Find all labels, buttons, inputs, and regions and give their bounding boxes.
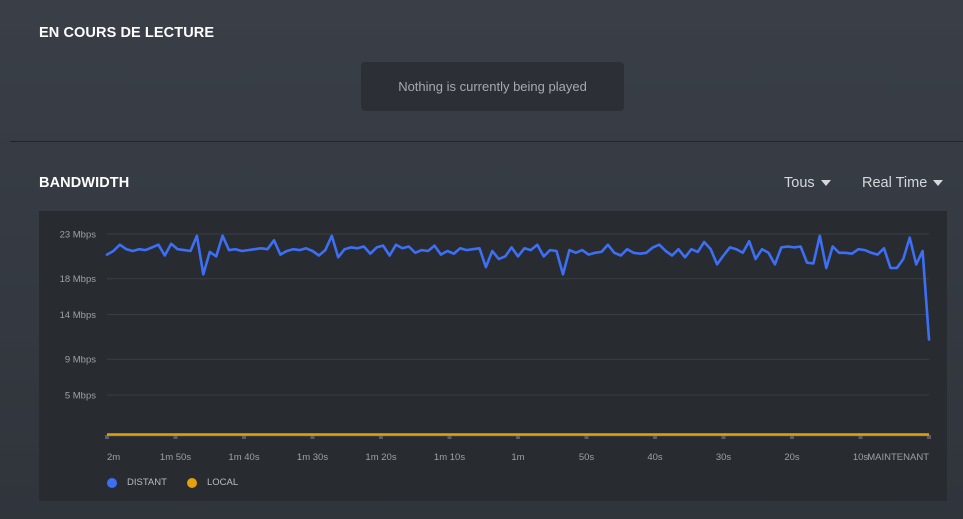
bandwidth-chart-svg: 23 Mbps 18 Mbps 14 Mbps 9 Mbps 5 Mbps 2m 1m 50… [60, 230, 931, 463]
x-tick-mark [790, 435, 794, 439]
period-dropdown-label: Real Time [862, 175, 928, 191]
x-tick-mark [858, 435, 863, 439]
now-playing-empty-state: Nothing is currently being played [361, 62, 624, 111]
legend-label-distant: DISTANT [127, 477, 167, 488]
x-tick-label: 1m 20s [365, 452, 396, 463]
x-tick-label: 2m [107, 452, 120, 463]
x-tick-label: 20s [784, 452, 800, 463]
x-tick-label: 30s [716, 452, 732, 463]
x-tick-label: 1m 50s [160, 452, 191, 463]
section-divider [10, 141, 963, 142]
chevron-down-icon [820, 180, 831, 186]
x-tick-mark [584, 435, 589, 439]
x-tick-label: 1m [511, 452, 524, 463]
distant-legend-marker [107, 477, 117, 488]
x-tick-label: 1m 40s [228, 452, 259, 463]
filter-dropdown-label: Tous [784, 175, 815, 191]
x-tick-label: 10s [853, 452, 869, 463]
period-dropdown[interactable]: Real Time [862, 175, 944, 191]
x-tick-mark [721, 435, 726, 439]
chevron-down-icon [933, 180, 944, 186]
x-tick-mark [105, 435, 109, 439]
x-tick-mark [447, 435, 452, 439]
y-tick-label: 5 Mbps [65, 391, 96, 402]
legend-item-local[interactable]: LOCAL [187, 477, 238, 488]
legend-item-distant[interactable]: DISTANT [107, 477, 167, 488]
y-tick-label: 14 Mbps [60, 310, 97, 321]
filter-dropdown[interactable]: Tous [784, 175, 831, 191]
legend-label-local: LOCAL [207, 477, 239, 488]
x-tick-label: 40s [647, 452, 663, 463]
x-tick-label: 1m 30s [297, 452, 328, 463]
x-tick-mark [242, 435, 246, 439]
now-playing-title: EN COURS DE LECTURE [39, 25, 215, 41]
x-tick-mark [927, 435, 931, 439]
x-tick-label: MAINTENANT [867, 452, 929, 463]
x-tick-mark [516, 435, 520, 439]
y-tick-label: 9 Mbps [65, 355, 96, 366]
bandwidth-title: BANDWIDTH [39, 175, 130, 191]
y-tick-label: 18 Mbps [60, 274, 97, 285]
series-line-distant [105, 234, 931, 341]
x-tick-mark [310, 435, 315, 439]
x-tick-mark [653, 435, 657, 439]
x-tick-label: 50s [579, 452, 595, 463]
local-legend-marker [187, 477, 197, 488]
x-tick-mark [379, 435, 383, 439]
y-tick-label: 23 Mbps [60, 230, 97, 241]
bandwidth-chart: 23 Mbps 18 Mbps 14 Mbps 9 Mbps 5 Mbps 2m 1m 50… [39, 211, 947, 501]
x-tick-label: 1m 10s [434, 452, 465, 463]
x-tick-mark [173, 435, 178, 439]
